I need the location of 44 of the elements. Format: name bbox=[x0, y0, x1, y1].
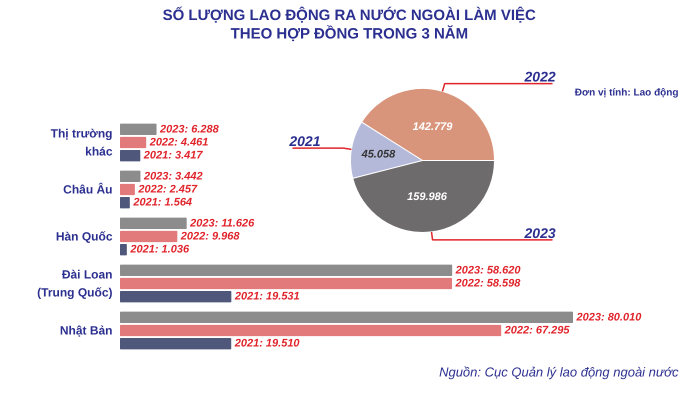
text: Nguồn: Cục Quản lý lao động ngoài nước bbox=[439, 364, 679, 380]
chart-title: SỐ LƯỢNG LAO ĐỘNG RA NƯỚC NGOÀI LÀM VIỆC THEO HỢP ĐỒNG TRONG 3 NĂM bbox=[162, 6, 536, 42]
y-tick-label: Thị trường khác bbox=[50, 126, 113, 159]
bar bbox=[120, 264, 452, 276]
data-label: 2021: 3.417 bbox=[142, 150, 204, 162]
data-label: 2023: 11.626 bbox=[189, 217, 256, 230]
bar bbox=[120, 218, 187, 230]
data-label: 2022: 2.457 bbox=[137, 184, 198, 196]
bar bbox=[120, 290, 232, 302]
y-tick-label: Châu Âu bbox=[63, 182, 113, 196]
bar bbox=[120, 150, 140, 162]
bar bbox=[120, 230, 178, 242]
bar bbox=[120, 124, 157, 136]
y-tick-label: Hàn Quốc bbox=[56, 230, 113, 244]
data-label: 45.058 bbox=[360, 148, 396, 161]
bar bbox=[120, 170, 140, 182]
bar bbox=[120, 196, 130, 208]
y-tick-label: Nhật Bản bbox=[60, 324, 112, 338]
data-label: 2023: 80.010 bbox=[576, 311, 642, 324]
bar bbox=[120, 244, 127, 256]
data-label: 2021: 19.510 bbox=[234, 338, 300, 350]
bar bbox=[120, 338, 232, 350]
data-label: 2021: 1.564 bbox=[132, 196, 192, 209]
slice-label: 2022 bbox=[524, 68, 556, 85]
data-label: 2021: 1.036 bbox=[129, 244, 190, 256]
bar bbox=[120, 312, 573, 324]
data-label: 142.779 bbox=[412, 120, 454, 133]
data-label: 2021: 19.531 bbox=[234, 290, 300, 303]
bar bbox=[120, 136, 146, 148]
slice-label: 2023 bbox=[524, 224, 556, 241]
data-label: 2022: 67.295 bbox=[504, 324, 570, 336]
data-label: 2022: 58.598 bbox=[454, 278, 522, 290]
data-label: 2022: 9.968 bbox=[180, 230, 240, 242]
slice-label: 2021 bbox=[288, 133, 321, 150]
bar bbox=[120, 324, 502, 336]
text: Đơn vị tính: Lao động bbox=[574, 88, 679, 98]
data-label: 2023: 58.620 bbox=[454, 264, 522, 276]
y-tick-label: Đài Loan (Trung Quốc) bbox=[37, 267, 113, 300]
data-label: 2023: 6.288 bbox=[159, 123, 220, 136]
data-label: 159.986 bbox=[407, 191, 448, 204]
data-label: 2023: 3.442 bbox=[142, 170, 203, 182]
data-label: 2022: 4.461 bbox=[148, 136, 208, 148]
bar bbox=[120, 184, 135, 196]
bar bbox=[120, 278, 452, 290]
